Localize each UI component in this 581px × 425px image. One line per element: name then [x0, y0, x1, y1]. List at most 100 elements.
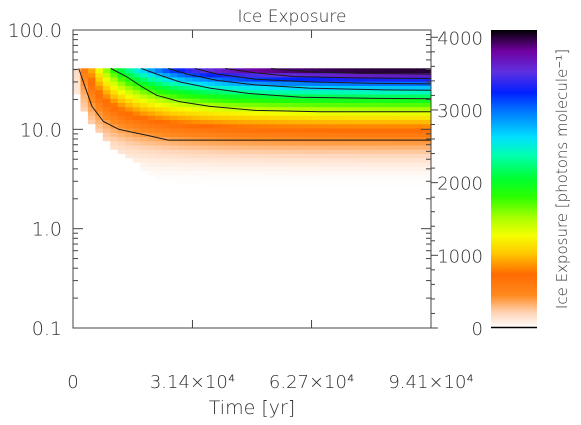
heatmap-cell — [296, 72, 305, 78]
heatmap-cell — [162, 174, 171, 180]
heatmap-cell — [319, 179, 328, 184]
heatmap-cell — [147, 149, 156, 155]
heatmap-cell — [95, 81, 104, 86]
heatmap-cell — [132, 157, 141, 163]
heatmap-cell — [214, 187, 223, 193]
heatmap-cell — [416, 132, 425, 138]
heatmap-cell — [155, 170, 164, 176]
heatmap-cell — [386, 166, 395, 172]
heatmap-cell — [199, 132, 208, 138]
heatmap-cell — [252, 174, 261, 180]
heatmap-cell — [259, 149, 268, 155]
heatmap-cell — [423, 85, 431, 91]
heatmap-cell — [281, 81, 290, 86]
heatmap-cell — [393, 153, 402, 159]
heatmap-cell — [378, 161, 387, 167]
heatmap-cell — [199, 115, 208, 120]
heatmap-cell — [252, 132, 261, 138]
heatmap-cell — [229, 81, 238, 86]
heatmap-cell — [155, 123, 164, 129]
heatmap-cell — [356, 161, 365, 167]
heatmap-cell — [363, 115, 372, 120]
heatmap-cell — [348, 76, 358, 82]
heatmap-cell — [147, 153, 156, 159]
heatmap-cell — [281, 149, 290, 155]
heatmap-cell — [363, 89, 372, 95]
heatmap-cell — [393, 149, 402, 155]
x-tick-label: 9.41×10⁴ — [388, 372, 473, 393]
heatmap-cell — [117, 85, 126, 91]
heatmap-cell — [296, 115, 305, 120]
heatmap-cell — [416, 89, 425, 95]
heatmap-cell — [147, 115, 156, 120]
heatmap-cell — [348, 187, 358, 193]
heatmap-cell — [177, 140, 186, 146]
heatmap-cell — [363, 153, 372, 159]
heatmap-cell — [229, 93, 238, 99]
heatmap-cell — [184, 127, 193, 133]
heatmap-cell — [237, 166, 246, 172]
heatmap-cell — [252, 93, 261, 99]
heatmap-cell — [162, 110, 171, 116]
heatmap-cell — [304, 93, 313, 99]
heatmap-cell — [311, 123, 320, 129]
heatmap-cell — [274, 136, 283, 142]
heatmap-cell — [296, 170, 305, 176]
heatmap-cell — [222, 132, 231, 138]
heatmap-cell — [296, 144, 305, 150]
heatmap-cell — [371, 157, 380, 163]
heatmap-cell — [192, 174, 201, 180]
heatmap-cell — [259, 170, 268, 176]
heatmap-cell — [266, 93, 275, 99]
heatmap-cell — [259, 106, 268, 112]
heatmap-cell — [222, 170, 231, 176]
heatmap-cell — [416, 187, 425, 193]
heatmap-cell — [132, 115, 141, 120]
heatmap-cell — [132, 123, 141, 129]
heatmap-cell — [110, 72, 119, 78]
heatmap-cell — [274, 187, 283, 193]
heatmap-cell — [393, 72, 402, 78]
heatmap-cell — [169, 179, 179, 184]
heatmap-cell — [363, 144, 372, 150]
heatmap-cell — [326, 123, 335, 129]
heatmap-cell — [334, 110, 343, 116]
heatmap-cell — [289, 115, 298, 120]
heatmap-cell — [214, 144, 223, 150]
heatmap-cell — [378, 93, 387, 99]
heatmap-cell — [334, 76, 343, 82]
heatmap-cell — [266, 127, 275, 133]
colorbar-tick-label: 3000 — [437, 101, 483, 122]
heatmap-cell — [378, 102, 387, 108]
heatmap-cell — [207, 170, 216, 176]
heatmap-cell — [363, 157, 372, 163]
heatmap-cell — [184, 132, 193, 138]
heatmap-cell — [408, 68, 417, 74]
heatmap-cell — [401, 76, 410, 82]
heatmap-cell — [125, 68, 134, 74]
heatmap-cell — [416, 68, 425, 74]
heatmap-cell — [334, 102, 343, 108]
heatmap-cell — [237, 85, 246, 91]
heatmap-cell — [244, 76, 253, 82]
heatmap-cell — [371, 119, 380, 125]
heatmap-cell — [356, 149, 365, 155]
heatmap-cell — [192, 89, 201, 95]
heatmap-cell — [266, 144, 275, 150]
heatmap-cell — [125, 85, 134, 91]
heatmap-cell — [319, 183, 328, 189]
heatmap-cell — [401, 132, 410, 138]
heatmap-cell — [319, 174, 328, 180]
heatmap-cell — [341, 187, 350, 193]
heatmap-cell — [319, 68, 328, 74]
heatmap-cell — [244, 132, 253, 138]
heatmap-cell — [341, 119, 350, 125]
x-tick-label: 3.14×10⁴ — [150, 372, 235, 393]
heatmap-cell — [102, 106, 111, 112]
heatmap-cell — [416, 170, 425, 176]
heatmap-cell — [252, 187, 261, 193]
heatmap-cell — [207, 153, 216, 159]
heatmap-cell — [155, 119, 164, 125]
heatmap-cell — [132, 153, 141, 159]
heatmap-cell — [102, 119, 111, 125]
